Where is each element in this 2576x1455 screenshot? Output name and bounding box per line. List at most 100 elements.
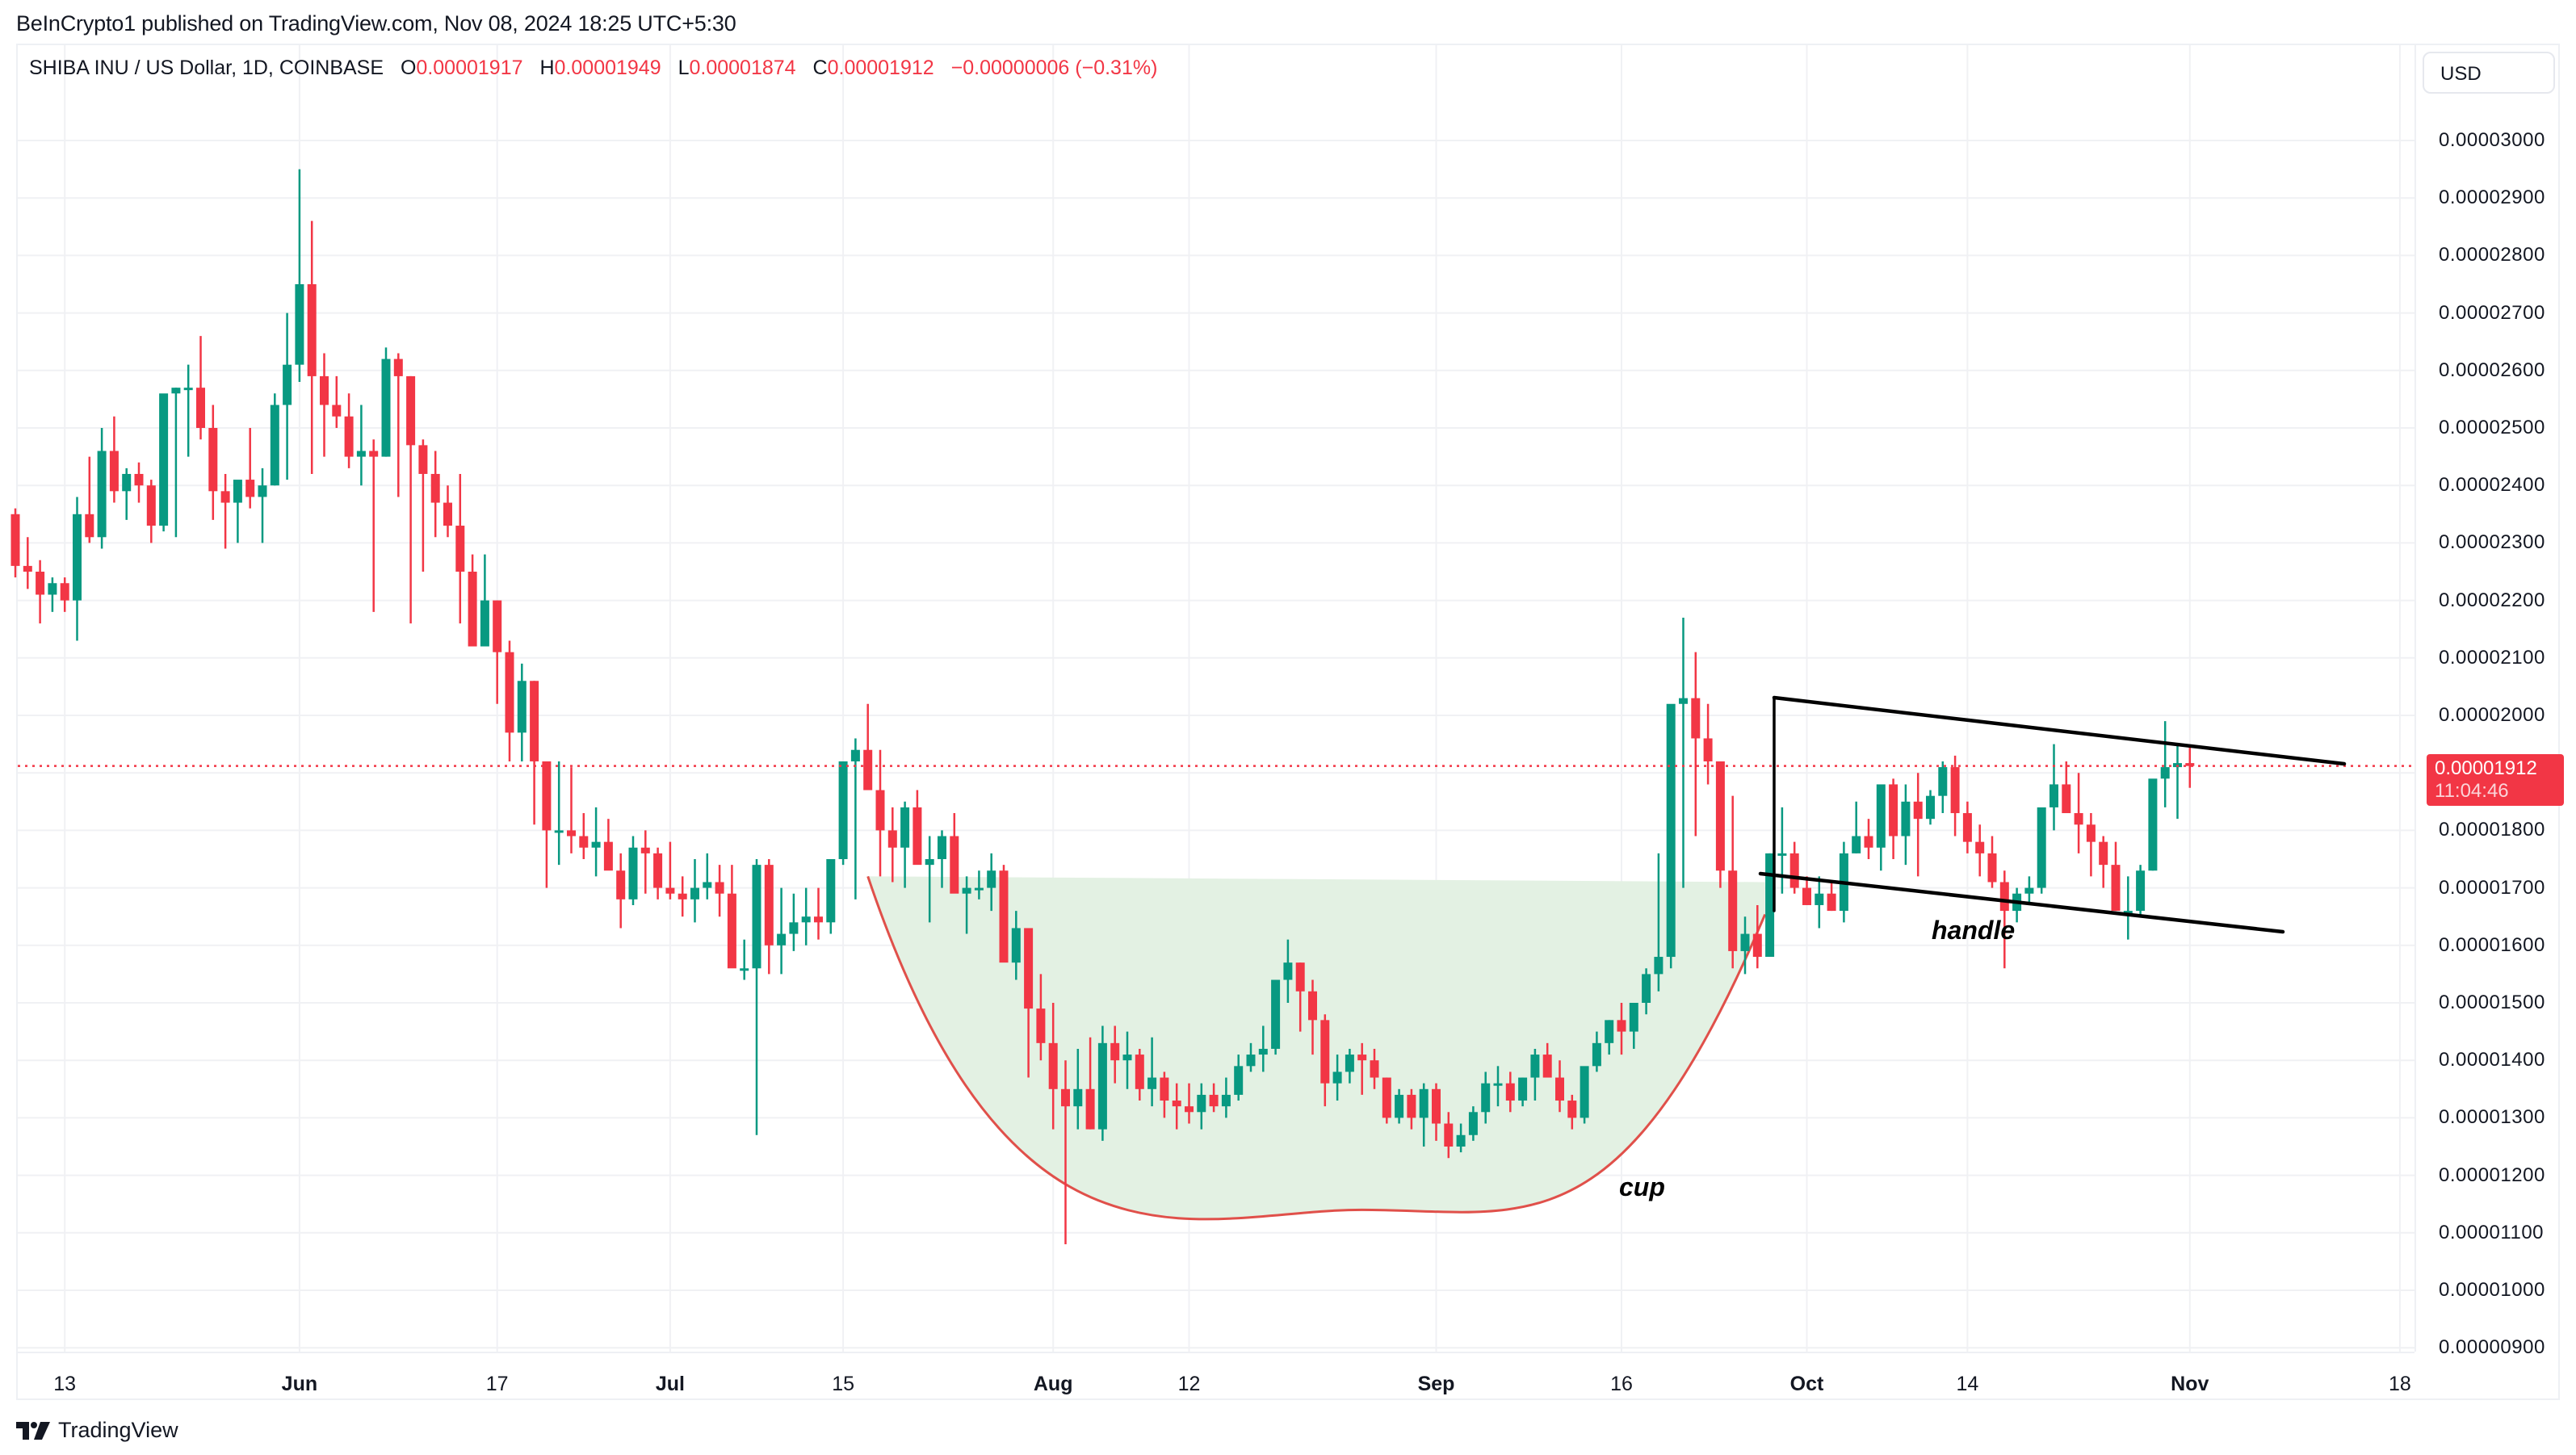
candle-down bbox=[1295, 962, 1305, 992]
candle-down bbox=[1357, 1055, 1367, 1061]
candle-up bbox=[1122, 1055, 1132, 1061]
candle-down bbox=[678, 893, 687, 899]
candle-up bbox=[1777, 853, 1787, 856]
candle-up bbox=[1234, 1066, 1244, 1095]
candle-down bbox=[455, 526, 465, 572]
price-tick-label: 0.00003000 bbox=[2439, 129, 2545, 151]
candle-down bbox=[245, 480, 255, 497]
candle-up bbox=[2024, 887, 2034, 894]
candle-up bbox=[789, 922, 799, 934]
candle-up bbox=[2049, 784, 2058, 807]
candle-up bbox=[2123, 911, 2133, 914]
candle-down bbox=[36, 572, 45, 595]
candle-down bbox=[1889, 784, 1898, 837]
candle-down bbox=[1555, 1077, 1564, 1101]
candle-up bbox=[73, 514, 82, 601]
time-tick-label: Oct bbox=[1789, 1373, 1824, 1395]
candle-down bbox=[369, 451, 379, 457]
currency-button[interactable]: USD bbox=[2423, 52, 2555, 94]
candle-up bbox=[826, 859, 836, 923]
candle-down bbox=[530, 681, 539, 761]
price-tick-label: 0.00001100 bbox=[2439, 1221, 2545, 1243]
candle-up bbox=[1332, 1071, 1342, 1084]
candle-down bbox=[60, 583, 69, 601]
tradingview-logo-icon bbox=[16, 1421, 50, 1440]
candle-down bbox=[1370, 1060, 1379, 1078]
candle-up bbox=[1246, 1055, 1256, 1067]
price-tick-label: 0.00001600 bbox=[2439, 933, 2545, 956]
candle-down bbox=[1691, 698, 1701, 739]
candle-down bbox=[764, 865, 774, 946]
candle-up bbox=[1765, 853, 1775, 958]
candle-down bbox=[1975, 841, 1985, 853]
chart-panel[interactable] bbox=[16, 44, 2560, 1400]
tradingview-brand: TradingView bbox=[58, 1418, 178, 1442]
candle-down bbox=[640, 847, 650, 853]
candle-down bbox=[1444, 1123, 1454, 1147]
symbol-title[interactable]: SHIBA INU / US Dollar, 1D, COINBASE bbox=[29, 57, 384, 79]
candle-up bbox=[159, 393, 169, 526]
candle-down bbox=[603, 841, 613, 871]
candle-down bbox=[1542, 1055, 1552, 1078]
candle-up bbox=[1580, 1066, 1589, 1118]
time-axis-border bbox=[16, 1352, 2414, 1353]
candle-down bbox=[146, 485, 156, 526]
candle-down bbox=[1999, 882, 2009, 912]
candle-up bbox=[1147, 1077, 1157, 1089]
time-tick-label: Jun bbox=[281, 1373, 318, 1395]
candle-down bbox=[727, 893, 736, 969]
candle-down bbox=[2062, 784, 2071, 814]
candle-up bbox=[1481, 1083, 1491, 1113]
candle-up bbox=[258, 485, 267, 497]
price-tick-label: 0.00000900 bbox=[2439, 1336, 2545, 1359]
candle-up bbox=[1468, 1112, 1478, 1135]
candle-up bbox=[2037, 807, 2046, 888]
time-tick-label: 13 bbox=[53, 1373, 77, 1395]
candle-up bbox=[628, 847, 638, 899]
close-value: 0.00001912 bbox=[827, 57, 934, 79]
candle-down bbox=[950, 836, 959, 894]
price-tick-label: 0.00001700 bbox=[2439, 876, 2545, 899]
candle-up bbox=[2160, 767, 2170, 779]
cup-curve bbox=[866, 875, 1767, 1221]
candle-up bbox=[1740, 933, 1750, 951]
candle-up bbox=[987, 870, 996, 888]
candle-up bbox=[1666, 703, 1676, 958]
candle-up bbox=[356, 451, 366, 457]
candle-down bbox=[468, 572, 477, 647]
candle-up bbox=[1073, 1088, 1083, 1107]
candle-up bbox=[703, 882, 712, 888]
price-tick-label: 0.00001800 bbox=[2439, 819, 2545, 841]
candle-down bbox=[653, 853, 663, 888]
price-tick-label: 0.00002800 bbox=[2439, 244, 2545, 266]
candle-down bbox=[2074, 813, 2083, 825]
candle-down bbox=[320, 375, 329, 405]
candle-down bbox=[715, 882, 724, 894]
candle-down bbox=[616, 870, 626, 899]
high-value: 0.00001949 bbox=[554, 57, 661, 79]
candle-down bbox=[1827, 893, 1836, 912]
candle-up bbox=[925, 859, 934, 866]
time-tick-label: 12 bbox=[1177, 1373, 1201, 1395]
candle-down bbox=[134, 473, 144, 486]
candle-up bbox=[974, 887, 984, 891]
tradingview-logo[interactable]: TradingView bbox=[16, 1418, 178, 1443]
candle-up bbox=[1419, 1088, 1429, 1118]
low-label: L bbox=[678, 57, 690, 79]
candle-up bbox=[517, 681, 527, 733]
handle-label: handle bbox=[1932, 916, 2016, 945]
price-tick-label: 0.00001400 bbox=[2439, 1049, 2545, 1071]
candle-down bbox=[567, 830, 576, 837]
candle-down bbox=[1185, 1106, 1194, 1113]
candle-up bbox=[1629, 1003, 1638, 1032]
candle-down bbox=[875, 790, 885, 831]
candle-up bbox=[690, 887, 699, 899]
candle-down bbox=[1802, 887, 1811, 905]
candle-down bbox=[443, 502, 452, 526]
candle-down bbox=[1110, 1042, 1120, 1061]
candle-up bbox=[838, 761, 848, 859]
candle-down bbox=[1913, 801, 1923, 820]
candle-down bbox=[393, 359, 403, 376]
candle-down bbox=[1048, 1042, 1058, 1089]
